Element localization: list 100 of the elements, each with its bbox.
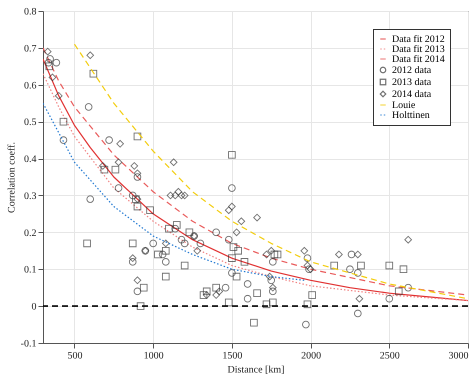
x-tick-label: 2500 xyxy=(380,350,400,362)
point xyxy=(196,240,204,248)
point xyxy=(215,288,224,296)
point xyxy=(114,184,122,192)
point xyxy=(158,250,166,258)
point xyxy=(166,192,174,200)
point xyxy=(134,276,142,284)
point xyxy=(302,320,310,328)
point xyxy=(45,62,54,70)
point xyxy=(86,195,94,203)
point xyxy=(253,289,261,298)
point xyxy=(186,228,194,236)
point xyxy=(83,240,91,248)
point xyxy=(308,291,316,299)
point xyxy=(128,192,137,200)
point xyxy=(385,294,394,303)
point xyxy=(404,236,412,244)
point xyxy=(232,272,240,280)
point xyxy=(212,284,220,292)
legend-label: Holttinen xyxy=(392,110,430,121)
y-axis-title: Correlation coeff. xyxy=(6,142,18,213)
y-tick-label: 0.2 xyxy=(24,228,36,239)
point xyxy=(234,246,242,255)
point xyxy=(244,280,252,288)
point xyxy=(46,55,54,63)
point xyxy=(394,288,403,296)
point xyxy=(228,184,236,192)
point xyxy=(262,300,270,308)
point xyxy=(228,254,236,262)
point xyxy=(134,170,142,178)
y-tick-label: 0.5 xyxy=(24,117,36,128)
point xyxy=(86,51,94,60)
point xyxy=(232,228,240,236)
point xyxy=(112,166,120,174)
point xyxy=(240,258,248,266)
point xyxy=(400,265,408,274)
point xyxy=(250,318,258,327)
point xyxy=(162,258,170,266)
point xyxy=(267,276,276,284)
point xyxy=(269,258,277,266)
point xyxy=(267,246,276,255)
point xyxy=(228,151,236,159)
point xyxy=(134,288,142,296)
point xyxy=(193,246,202,255)
point xyxy=(180,240,188,248)
point xyxy=(202,288,211,296)
point xyxy=(105,136,113,144)
point xyxy=(48,74,56,82)
point xyxy=(90,70,98,78)
y-tick-label: 0.7 xyxy=(24,43,36,54)
point xyxy=(60,136,68,144)
point xyxy=(54,92,63,100)
point xyxy=(262,250,270,258)
point xyxy=(154,250,162,258)
point xyxy=(304,254,312,262)
point xyxy=(244,294,252,303)
point xyxy=(212,291,220,299)
point xyxy=(171,224,180,232)
x-axis-title: Distance [km] xyxy=(228,364,284,376)
point xyxy=(212,228,220,236)
point xyxy=(114,158,122,166)
point xyxy=(134,202,142,210)
legend-label: 2014 data xyxy=(392,89,432,100)
point xyxy=(99,162,107,170)
y-tick-label: 0.1 xyxy=(24,264,36,276)
point xyxy=(224,236,233,244)
point xyxy=(356,294,364,303)
point xyxy=(228,269,236,277)
point xyxy=(165,224,173,232)
point xyxy=(178,236,186,244)
point xyxy=(128,254,137,262)
point xyxy=(274,250,282,258)
legend-label: Data fit 2014 xyxy=(392,54,445,65)
point xyxy=(60,118,68,126)
y-tick-label: 0.8 xyxy=(24,6,36,18)
point xyxy=(300,246,308,255)
x-tick-label: 2000 xyxy=(301,350,322,362)
point xyxy=(354,250,362,258)
legend-label: 2012 data xyxy=(392,65,432,76)
point xyxy=(180,192,188,200)
point xyxy=(100,166,108,174)
point xyxy=(304,262,312,270)
point xyxy=(404,284,412,292)
point xyxy=(238,217,246,226)
point xyxy=(84,103,92,111)
point xyxy=(134,132,142,140)
point xyxy=(269,298,277,306)
point xyxy=(228,202,236,210)
x-tick-label: 1000 xyxy=(144,350,164,362)
point xyxy=(116,140,124,148)
point xyxy=(348,250,356,258)
legend-label: 2013 data xyxy=(392,77,432,88)
point xyxy=(269,288,277,296)
point xyxy=(136,302,144,310)
y-tick-label: 0 xyxy=(32,302,36,313)
legend-label: Data fit 2012 xyxy=(392,34,445,45)
point xyxy=(140,284,148,292)
point xyxy=(354,310,362,318)
point xyxy=(330,262,338,270)
y-tick-label: 0.6 xyxy=(24,80,36,92)
